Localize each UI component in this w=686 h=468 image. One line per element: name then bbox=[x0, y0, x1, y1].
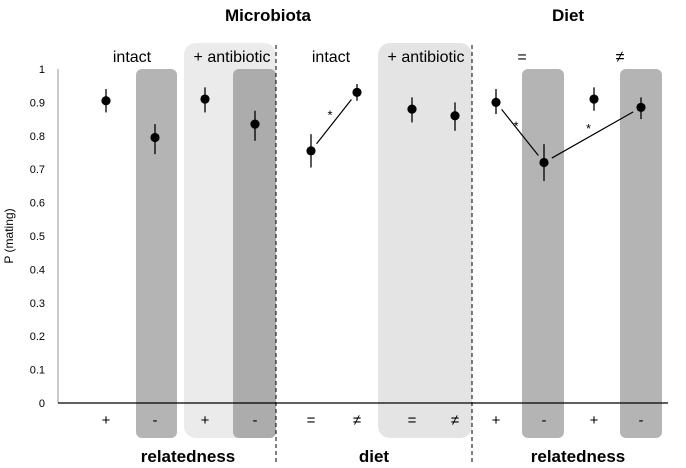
x-tick-label: - bbox=[253, 412, 258, 429]
comparison-line bbox=[551, 111, 634, 159]
data-point bbox=[200, 94, 210, 104]
data-point bbox=[352, 87, 362, 97]
comparison-line bbox=[501, 109, 539, 156]
group-label: relatedness bbox=[141, 447, 236, 466]
group-label: diet bbox=[359, 447, 390, 466]
comparison-line bbox=[316, 99, 352, 145]
y-tick-label: 1 bbox=[39, 64, 45, 76]
y-tick-label: 0.2 bbox=[30, 331, 45, 343]
y-tick-label: 0.5 bbox=[30, 231, 45, 243]
condition-labels: intact + antibiotic intact + antibiotic = ≠ bbox=[113, 49, 625, 66]
x-tick-label: ≠ bbox=[353, 412, 361, 429]
title-microbiota: Microbiota bbox=[225, 6, 311, 25]
y-tick-label: 0.9 bbox=[30, 97, 45, 109]
shading-layer bbox=[136, 43, 662, 438]
unrelated-band-2 bbox=[233, 69, 276, 438]
condition-label: + antibiotic bbox=[388, 49, 465, 66]
significance-star: * bbox=[327, 108, 332, 123]
data-point bbox=[589, 94, 599, 104]
x-tick-label: = bbox=[408, 412, 417, 429]
condition-label: + antibiotic bbox=[194, 49, 271, 66]
data-point bbox=[407, 104, 417, 114]
x-tick-label: ≠ bbox=[451, 412, 459, 429]
significance-star: * bbox=[586, 121, 591, 136]
y-ticks: 0 0.1 0.2 0.3 0.4 0.5 0.6 0.7 0.8 0.9 1 bbox=[30, 64, 45, 410]
y-tick-label: 0.1 bbox=[30, 365, 45, 377]
y-axis-label: P (mating) bbox=[2, 208, 16, 263]
data-point bbox=[150, 132, 160, 143]
group-labels: relatedness diet relatedness bbox=[141, 447, 626, 466]
y-tick-label: 0.8 bbox=[30, 131, 45, 143]
x-tick-label: - bbox=[639, 412, 644, 429]
condition-label: ≠ bbox=[616, 49, 625, 66]
data-point bbox=[450, 111, 460, 121]
x-tick-label: + bbox=[492, 412, 501, 429]
title-diet: Diet bbox=[552, 6, 584, 25]
x-tick-label: - bbox=[153, 412, 158, 429]
data-point bbox=[306, 146, 316, 156]
data-point bbox=[636, 102, 646, 113]
data-point bbox=[491, 97, 501, 107]
x-tick-label: + bbox=[201, 412, 210, 429]
unrelated-band-1 bbox=[136, 69, 177, 438]
data-point bbox=[250, 119, 260, 129]
condition-label: intact bbox=[113, 49, 152, 66]
y-tick-label: 0.6 bbox=[30, 198, 45, 210]
connector-lines: * * * bbox=[316, 99, 634, 159]
antibiotic-panel-diet bbox=[378, 43, 472, 438]
significance-star: * bbox=[513, 118, 518, 133]
group-label: relatedness bbox=[531, 447, 626, 466]
y-tick-label: 0.3 bbox=[30, 298, 45, 310]
unrelated-band-4 bbox=[620, 69, 662, 438]
x-tick-labels: + - + - = ≠ = ≠ + - + - bbox=[102, 412, 644, 429]
unrelated-band-3 bbox=[522, 69, 564, 438]
data-point bbox=[101, 96, 111, 106]
condition-label: = bbox=[517, 49, 526, 66]
y-tick-label: 0 bbox=[39, 398, 45, 410]
x-tick-label: + bbox=[102, 412, 111, 429]
data-point bbox=[539, 157, 549, 168]
x-tick-label: = bbox=[307, 412, 316, 429]
data-points bbox=[101, 84, 646, 181]
y-tick-label: 0.4 bbox=[30, 264, 45, 276]
x-tick-label: - bbox=[542, 412, 547, 429]
condition-label: intact bbox=[312, 49, 351, 66]
y-tick-label: 0.7 bbox=[30, 164, 45, 176]
x-tick-label: + bbox=[590, 412, 599, 429]
